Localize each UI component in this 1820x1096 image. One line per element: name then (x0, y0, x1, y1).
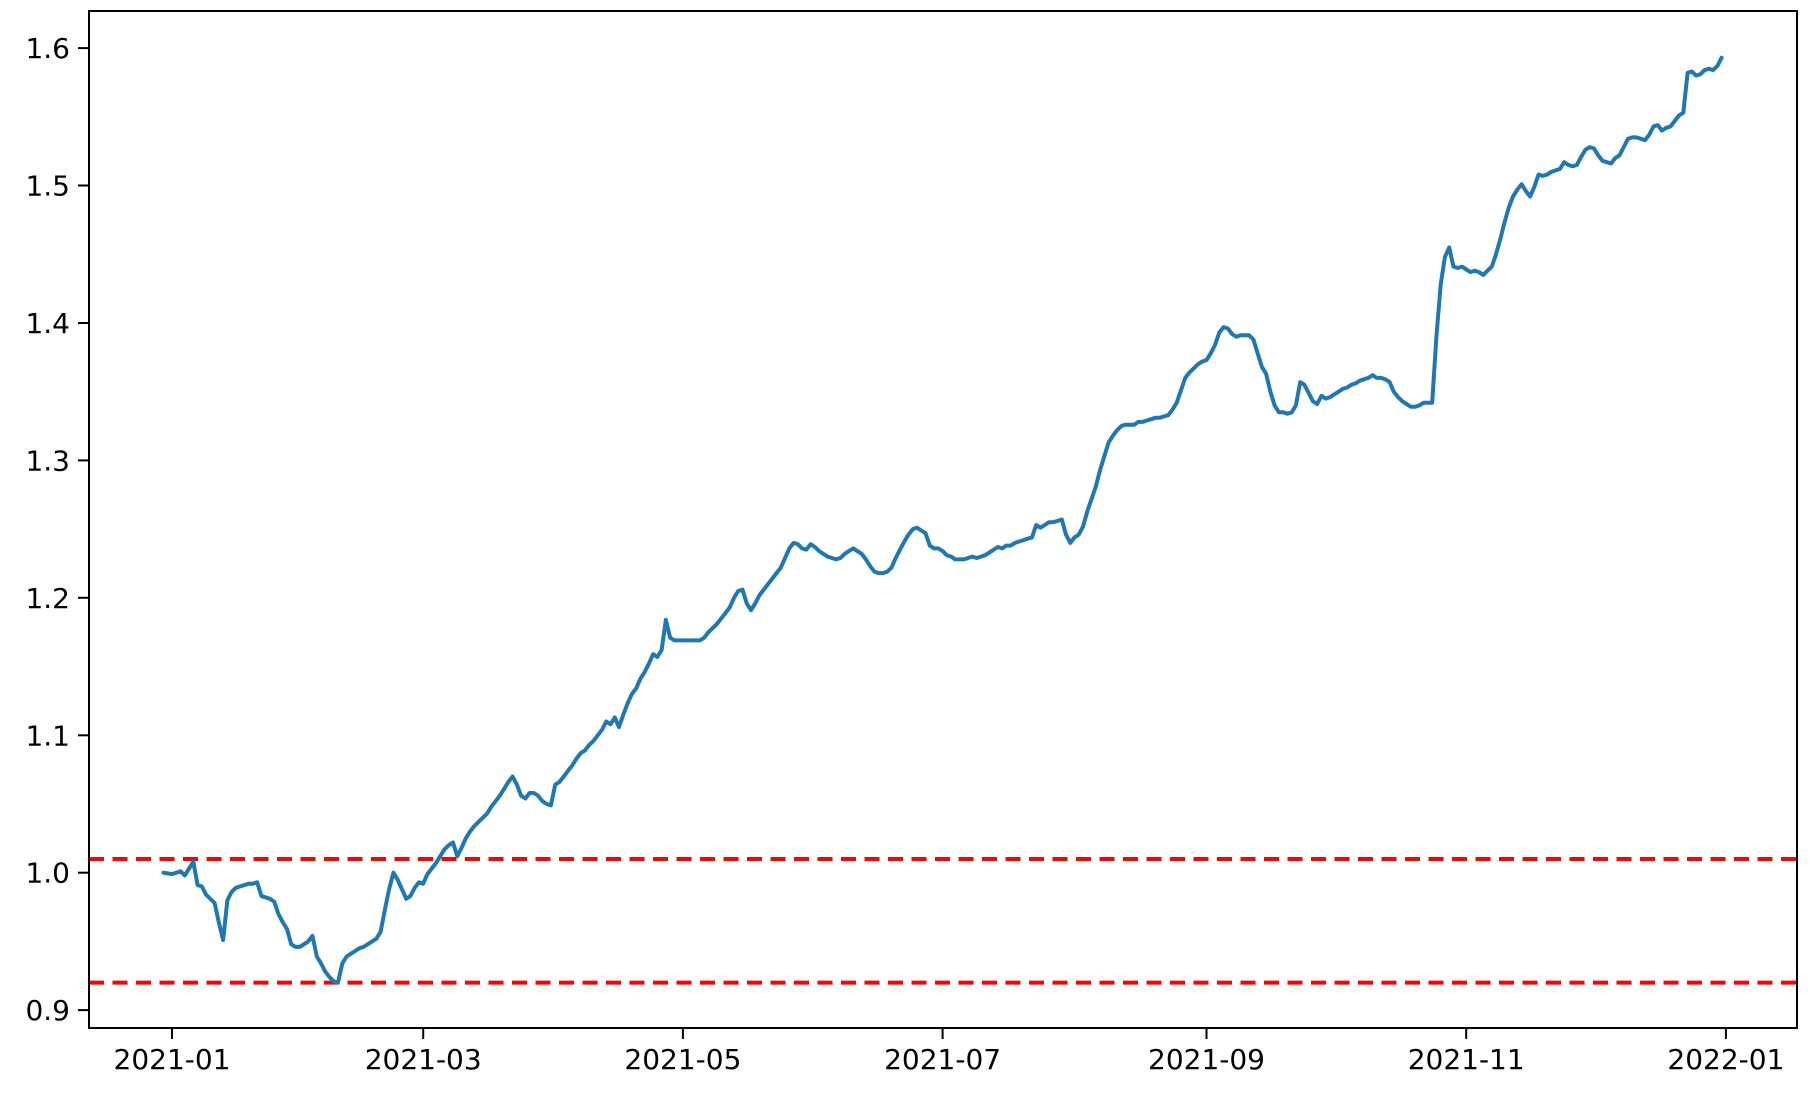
x-tick-label: 2021-11 (1408, 1043, 1525, 1076)
y-tick-label: 0.9 (25, 994, 70, 1027)
series-group (161, 55, 1724, 985)
x-tick-label: 2021-05 (624, 1043, 741, 1076)
y-tick-label: 1.3 (25, 444, 70, 477)
x-tick-label: 2021-03 (365, 1043, 482, 1076)
y-tick-label: 1.2 (25, 582, 70, 615)
x-tick-label: 2022-01 (1667, 1043, 1784, 1076)
x-tick-label: 2021-01 (114, 1043, 231, 1076)
axes-group: 0.9 1.0 1.1 1.2 1.3 1.4 1.5 1.6 2021-01 2021-03 20… (25, 10, 1798, 1076)
y-tick-label: 1.6 (25, 32, 70, 65)
x-tick-label: 2021-07 (884, 1043, 1001, 1076)
plot-border (88, 10, 1798, 1029)
series-line-cumulative-value (161, 55, 1724, 985)
y-tick-label: 1.0 (25, 857, 70, 890)
x-tick-label: 2021-09 (1148, 1043, 1265, 1076)
y-tick-label: 1.1 (25, 719, 70, 752)
y-tick-label: 1.5 (25, 170, 70, 203)
y-tick-label: 1.4 (25, 307, 70, 340)
threshold-lines-group (89, 857, 1797, 985)
